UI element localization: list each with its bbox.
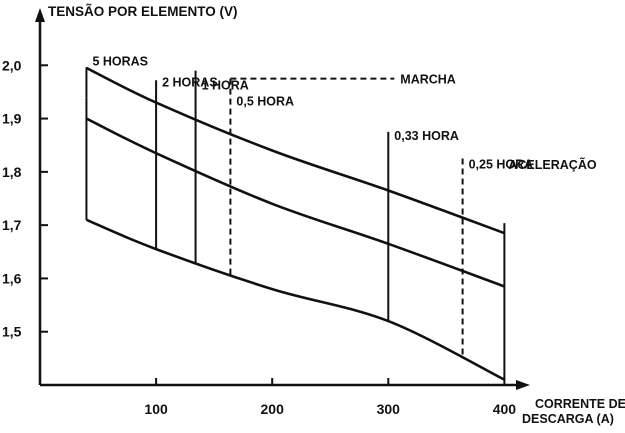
x-axis-arrow <box>516 380 530 390</box>
duration-label: 2 HORAS <box>162 76 218 90</box>
curve-1 <box>85 66 505 235</box>
y-tick-label: 1,5 <box>2 324 22 340</box>
aceleracao-label: ACELERAÇÃO <box>508 157 596 172</box>
x-tick-label: 200 <box>261 401 285 417</box>
duration-label: 1 HORA <box>202 78 249 92</box>
duration-label: 5 HORAS <box>92 54 148 68</box>
marcha-label: MARCHA <box>400 73 456 87</box>
y-tick-label: 1,7 <box>2 217 22 233</box>
x-tick-label: 300 <box>377 401 401 417</box>
duration-label: 0,33 HORA <box>394 129 459 143</box>
curve-2 <box>85 117 505 288</box>
x-tick-label: 400 <box>493 401 517 417</box>
y-tick-label: 1,8 <box>2 164 22 180</box>
y-axis-title: TENSÃO POR ELEMENTO (V) <box>48 4 238 19</box>
duration-label: 0,5 HORA <box>236 94 294 108</box>
x-axis-title-line2: DESCARGA (A) <box>522 412 614 426</box>
x-tick-label: 100 <box>144 401 168 417</box>
y-tick-label: 1,6 <box>2 270 22 286</box>
y-tick-label: 2,0 <box>2 57 22 73</box>
duration-label: 0,25 HORA <box>469 158 534 172</box>
x-axis-title-line1: CORRENTE DE <box>535 397 625 411</box>
y-tick-label: 1,9 <box>2 111 22 127</box>
curve-3 <box>85 218 505 381</box>
y-axis-arrow <box>35 8 45 22</box>
